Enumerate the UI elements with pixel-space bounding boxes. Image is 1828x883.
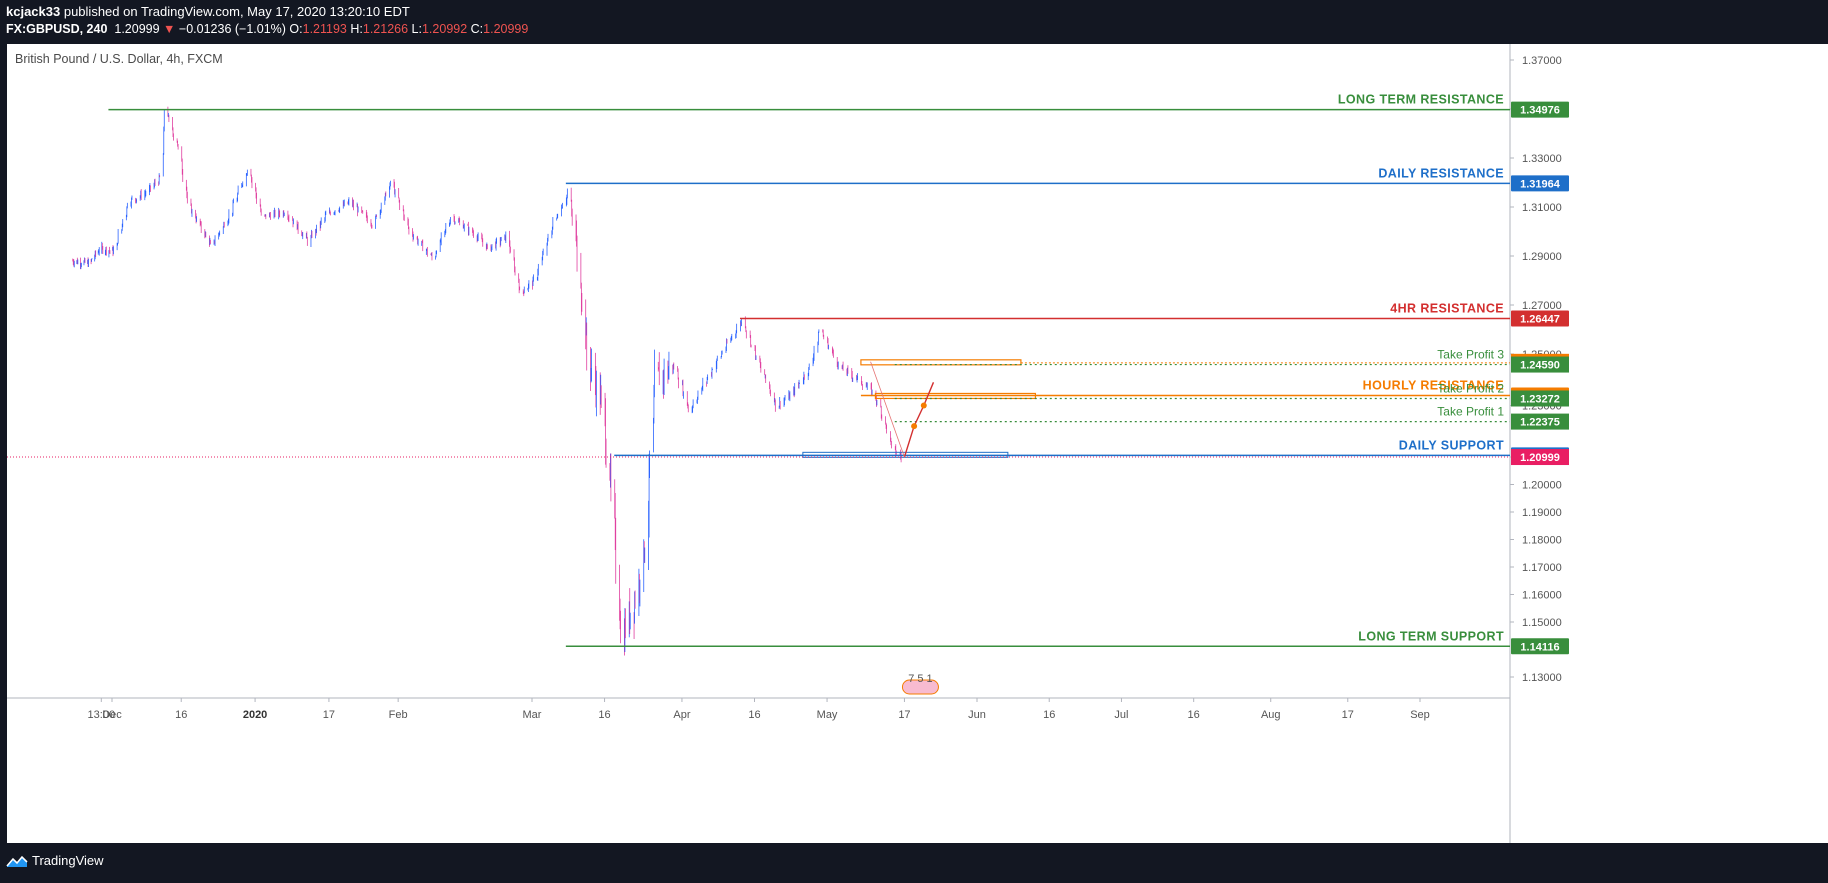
price-tag-value: 1.31964 bbox=[1520, 178, 1561, 190]
price-tag bbox=[1511, 449, 1569, 466]
price-tag bbox=[1511, 310, 1569, 327]
y-tick-label: 1.29000 bbox=[1522, 251, 1562, 263]
take-profit-label: Take Profit 1 bbox=[1437, 405, 1504, 419]
low-label: L: bbox=[411, 22, 422, 36]
x-tick-label: Aug bbox=[1261, 709, 1281, 721]
y-tick-label: 1.15000 bbox=[1522, 617, 1562, 629]
price-tag-value: 1.26447 bbox=[1520, 314, 1560, 326]
x-tick-label: 16 bbox=[598, 709, 610, 721]
symbol-name: FX:GBPUSD, 240 bbox=[6, 22, 108, 36]
price-tag-value: 1.24590 bbox=[1520, 360, 1560, 372]
symbol-info: FX:GBPUSD, 240 1.20999 ▼ −0.01236 (−1.01… bbox=[6, 21, 528, 37]
header-bar: kcjack33 published on TradingView.com, M… bbox=[0, 0, 1828, 44]
y-tick-label: 1.31000 bbox=[1522, 202, 1562, 214]
y-tick-label: 1.16000 bbox=[1522, 590, 1562, 602]
high-label: H: bbox=[350, 22, 363, 36]
candles-group bbox=[72, 106, 902, 656]
x-tick-label: 17 bbox=[1342, 709, 1354, 721]
x-tick-label: 16 bbox=[1188, 709, 1200, 721]
x-tick-label: 17 bbox=[898, 709, 910, 721]
trend-line bbox=[870, 361, 905, 458]
x-tick-label: Feb bbox=[389, 709, 408, 721]
level-label: DAILY SUPPORT bbox=[1399, 438, 1504, 452]
chart-title: British Pound / U.S. Dollar, 4h, FXCM bbox=[15, 52, 223, 66]
x-tick-label: Apr bbox=[673, 709, 690, 721]
publish-info: kcjack33 published on TradingView.com, M… bbox=[6, 4, 410, 20]
x-tick-label: 16 bbox=[748, 709, 760, 721]
projection-point bbox=[911, 423, 918, 430]
take-profit-label: Take Profit 3 bbox=[1437, 348, 1504, 362]
brand-text: TradingView bbox=[32, 853, 104, 868]
y-tick-label: 1.20000 bbox=[1522, 480, 1562, 492]
level-label: LONG TERM RESISTANCE bbox=[1338, 93, 1504, 107]
open-label: O: bbox=[289, 22, 303, 36]
y-tick-label: 1.18000 bbox=[1522, 535, 1562, 547]
projection-point bbox=[920, 402, 927, 409]
take-profit-label: Take Profit 2 bbox=[1437, 381, 1504, 395]
close-label: C: bbox=[470, 22, 484, 36]
x-tick-label: Sep bbox=[1410, 709, 1430, 721]
price-tag bbox=[1511, 638, 1569, 655]
author-name[interactable]: kcjack33 bbox=[6, 4, 61, 19]
tradingview-logo-icon bbox=[6, 855, 28, 867]
price-tag bbox=[1511, 101, 1569, 118]
close-value: 1.20999 bbox=[483, 22, 529, 36]
price-tag bbox=[1511, 356, 1569, 373]
x-tick-label: 13:00 bbox=[88, 709, 116, 721]
y-tick-label: 1.13000 bbox=[1522, 672, 1562, 684]
y-tick-label: 1.19000 bbox=[1522, 507, 1562, 519]
y-tick-label: 1.17000 bbox=[1522, 562, 1562, 574]
price-tag-value: 1.23272 bbox=[1520, 393, 1560, 405]
current-price-value: 1.20999 bbox=[1520, 452, 1560, 464]
x-tick-label: 2020 bbox=[243, 709, 267, 721]
level-label: LONG TERM SUPPORT bbox=[1358, 629, 1504, 643]
price-tag-value: 1.34976 bbox=[1520, 105, 1560, 117]
x-tick-label: 17 bbox=[323, 709, 335, 721]
chart-canvas[interactable]: 1.370001.350001.330001.310001.290001.270… bbox=[7, 44, 1828, 843]
x-tick-label: Dec bbox=[102, 709, 122, 721]
low-value: 1.20992 bbox=[421, 22, 468, 36]
last-price: 1.20999 bbox=[114, 22, 160, 36]
x-tick-label: Jun bbox=[968, 709, 986, 721]
high-value: 1.21266 bbox=[362, 22, 409, 36]
y-tick-label: 1.37000 bbox=[1522, 55, 1562, 67]
brand[interactable]: TradingView bbox=[6, 853, 104, 868]
x-tick-label: 16 bbox=[175, 709, 187, 721]
y-tick-label: 1.33000 bbox=[1522, 153, 1562, 165]
x-tick-label: 16 bbox=[1043, 709, 1055, 721]
x-tick-label: May bbox=[817, 709, 838, 721]
level-label: DAILY RESISTANCE bbox=[1378, 166, 1504, 180]
event-marker-label: 7 5 1 bbox=[908, 673, 932, 685]
y-tick-label: 1.27000 bbox=[1522, 300, 1562, 312]
price-tag-value: 1.14116 bbox=[1520, 641, 1559, 653]
publish-text: published on TradingView.com, May 17, 20… bbox=[60, 4, 410, 19]
price-tag bbox=[1511, 390, 1569, 407]
level-label: 4HR RESISTANCE bbox=[1390, 302, 1504, 316]
price-tag-value: 1.22375 bbox=[1520, 417, 1560, 429]
open-value: 1.21193 bbox=[302, 22, 347, 36]
level-label: HOURLY RESISTANCE bbox=[1363, 378, 1504, 392]
down-arrow-icon: ▼ bbox=[163, 22, 176, 36]
price-change: −0.01236 (−1.01%) bbox=[178, 22, 286, 36]
projection-path bbox=[903, 382, 935, 458]
footer-bar: TradingView bbox=[0, 843, 1828, 883]
x-tick-label: Mar bbox=[523, 709, 542, 721]
event-marker[interactable] bbox=[901, 679, 939, 695]
x-tick-label: Jul bbox=[1114, 709, 1128, 721]
price-tag bbox=[1511, 413, 1569, 430]
price-tag bbox=[1511, 175, 1569, 192]
chart-area[interactable]: 1.370001.350001.330001.310001.290001.270… bbox=[7, 44, 1828, 843]
